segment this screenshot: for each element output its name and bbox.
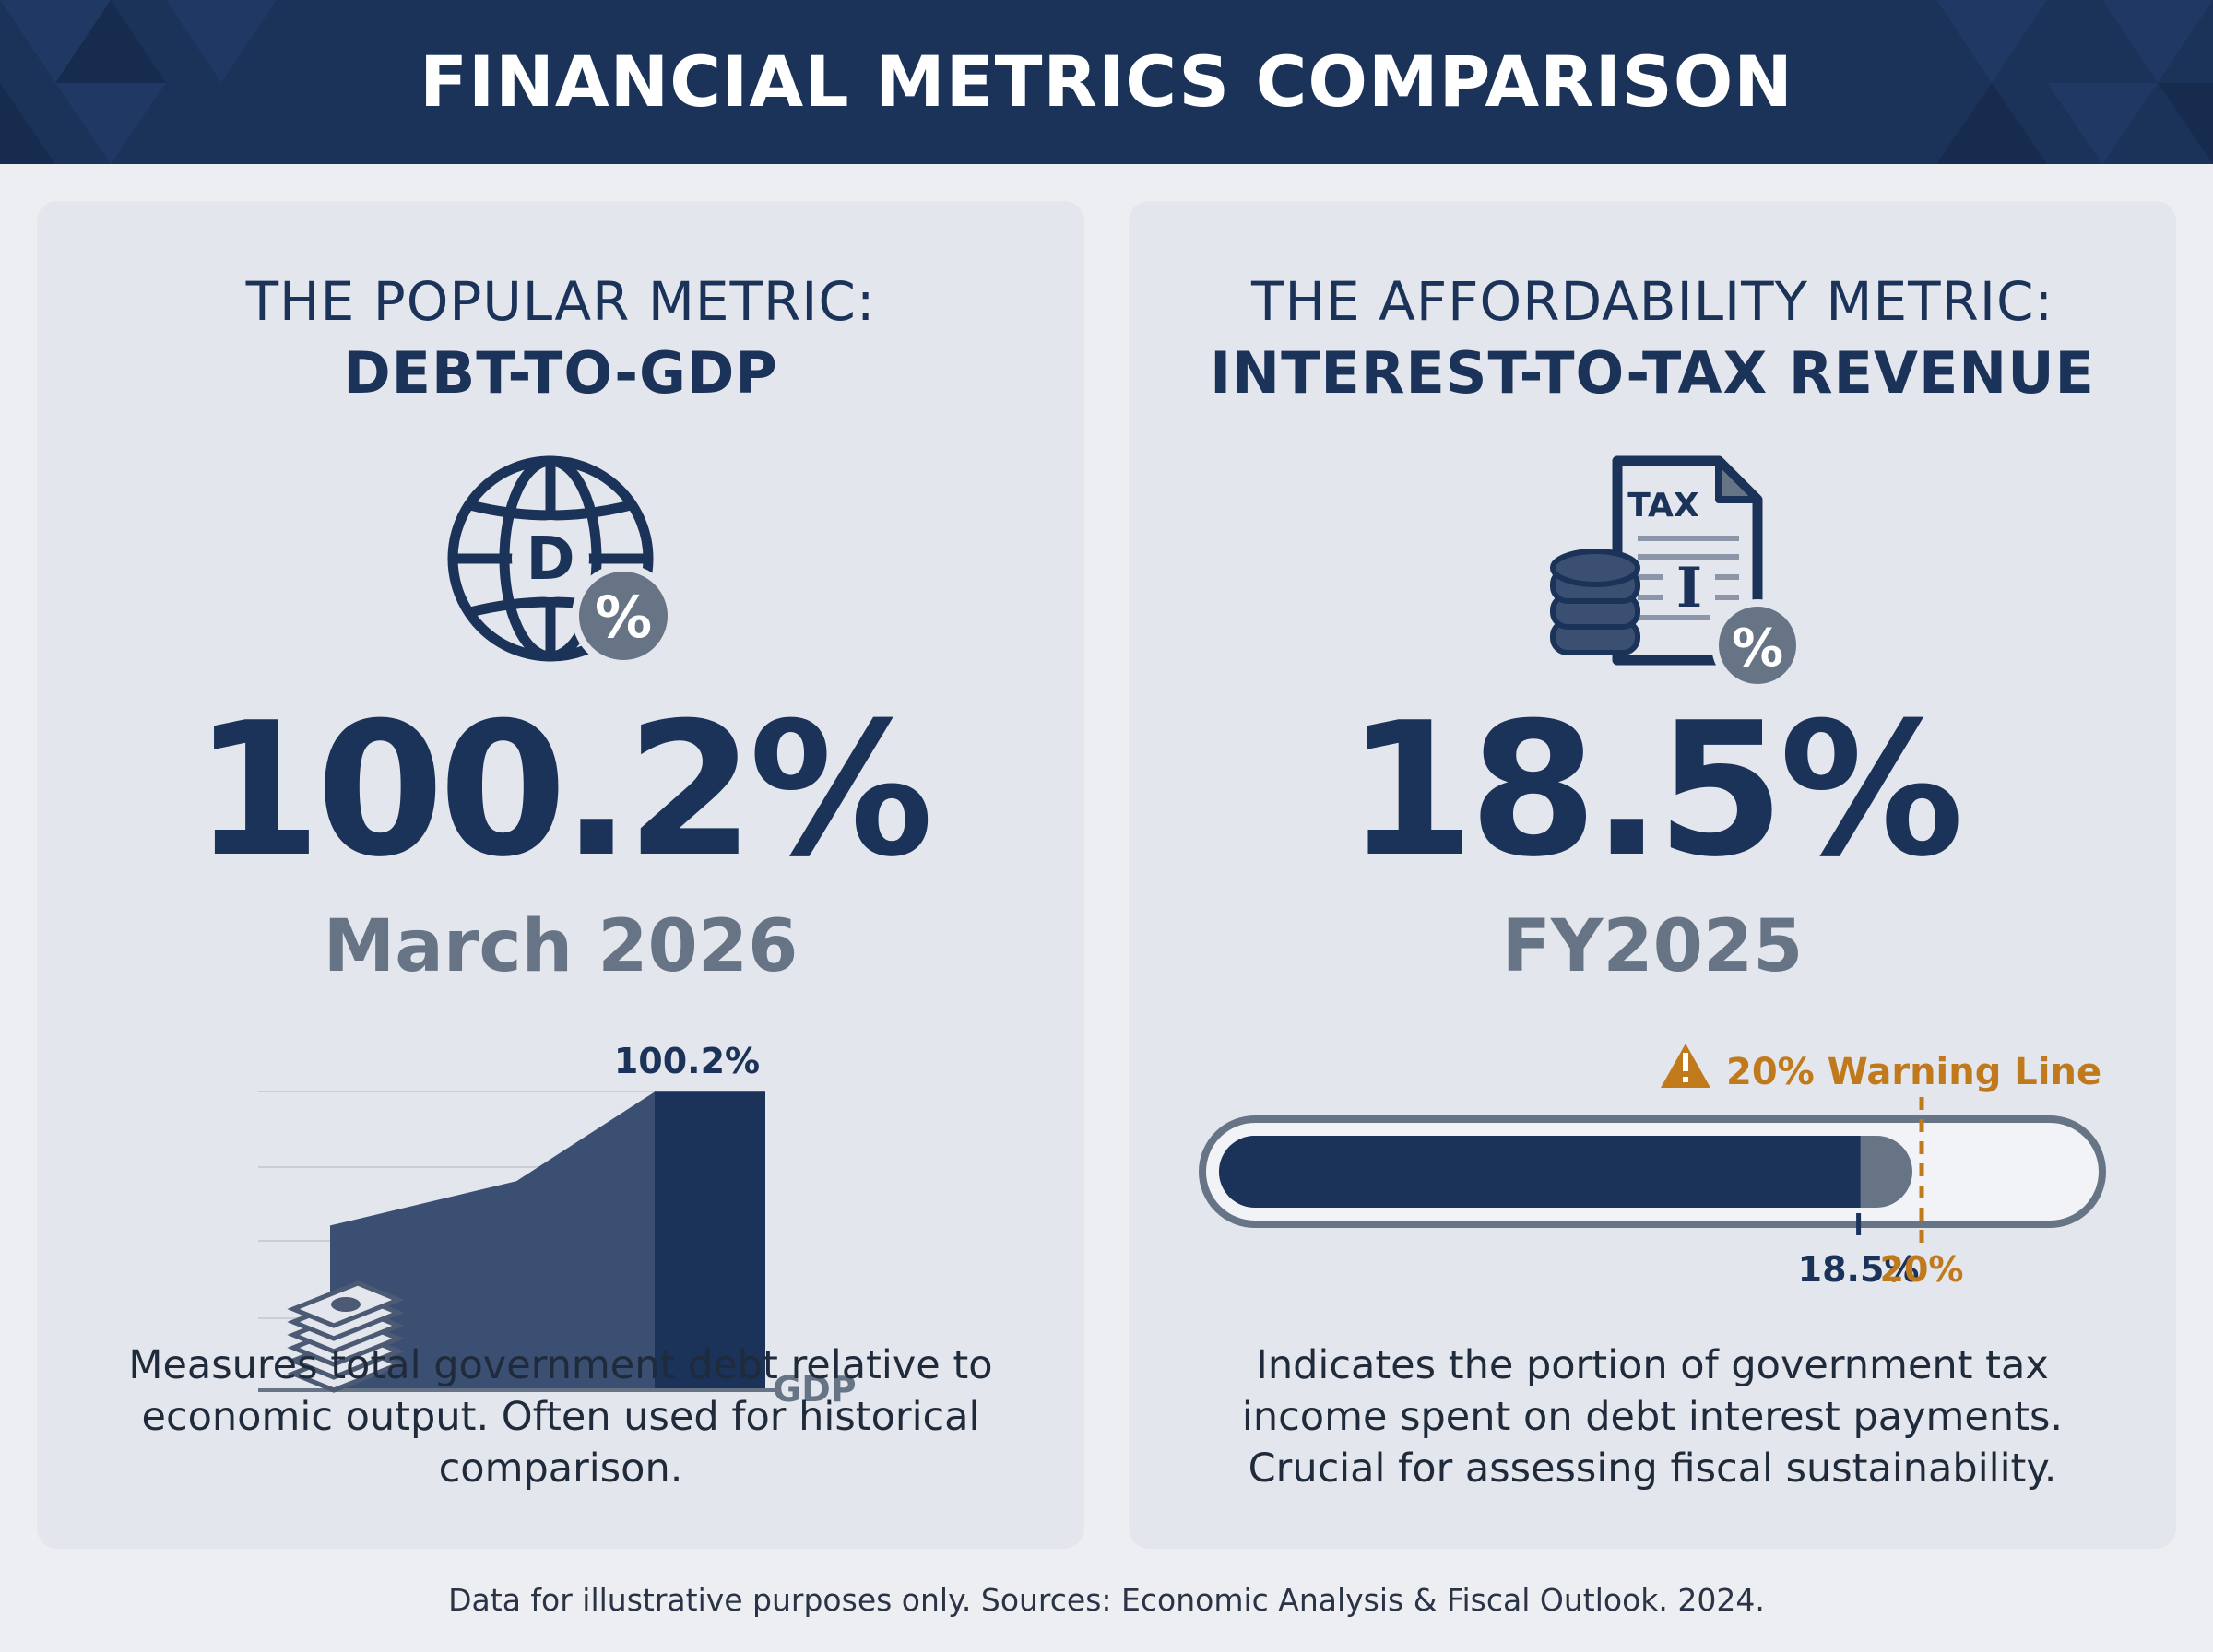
globe-debt-percent-icon: D % [443,450,682,675]
interest-to-tax-value: 18.5% [1346,683,1964,898]
interest-to-tax-period: FY2025 [1501,905,1804,988]
debt-area-chart: 100.2% GDP [258,1041,857,1410]
gauge-threshold-label: 20% [1880,1249,1964,1290]
page-title: FINANCIAL METRICS COMPARISON [420,41,1793,123]
warning-triangle-icon [1661,1044,1710,1088]
icon-tax-label: TAX [1627,487,1699,525]
gauge-value-label: 18.5% [1798,1249,1920,1290]
warning-caption: 20% Warning Line [1661,1044,2101,1093]
warning-line-label: 20% Warning Line [1726,1051,2101,1093]
chart-data-label: 100.2% [614,1041,760,1081]
gauge-value-fill [1219,1136,1861,1208]
interest-to-tax-description: Indicates the portion of government tax … [1241,1342,2064,1492]
gauge-value-fill-edge [1823,1136,1861,1208]
interest-to-tax-card: THE AFFORDABILITY METRIC: INTEREST-TO-TA… [1129,201,2176,1549]
svg-text:%: % [1732,619,1783,678]
footer-note: Data for illustrative purposes only. Sou… [448,1582,1765,1618]
debt-to-gdp-description: Measures total government debt relative … [128,1342,993,1492]
header-banner: FINANCIAL METRICS COMPARISON [0,0,2213,164]
card-subtitle: THE POPULAR METRIC: [245,270,876,333]
icon-letter: D [526,525,574,594]
icon-letter: I [1676,556,1702,620]
metric-name: INTEREST-TO-TAX REVENUE [1210,339,2095,407]
money-stack-icon [287,1280,405,1393]
header-pattern [0,0,2213,164]
debt-to-gdp-card: THE POPULAR METRIC: DEBT-TO-GDP D % 100.… [37,201,1084,1549]
interest-gauge-chart: 20% Warning Line 18.5% 20% [1199,1044,2106,1290]
chart-x-label: GDP [773,1369,857,1410]
tax-document-coins-percent-icon: TAX I % [1525,450,1804,693]
debt-to-gdp-period: March 2026 [323,905,799,988]
debt-to-gdp-value: 100.2% [193,683,933,898]
card-subtitle: THE AFFORDABILITY METRIC: [1251,270,2053,333]
svg-text:%: % [595,584,652,651]
metric-name: DEBT-TO-GDP [343,339,778,407]
debt-value-bar [655,1092,765,1388]
